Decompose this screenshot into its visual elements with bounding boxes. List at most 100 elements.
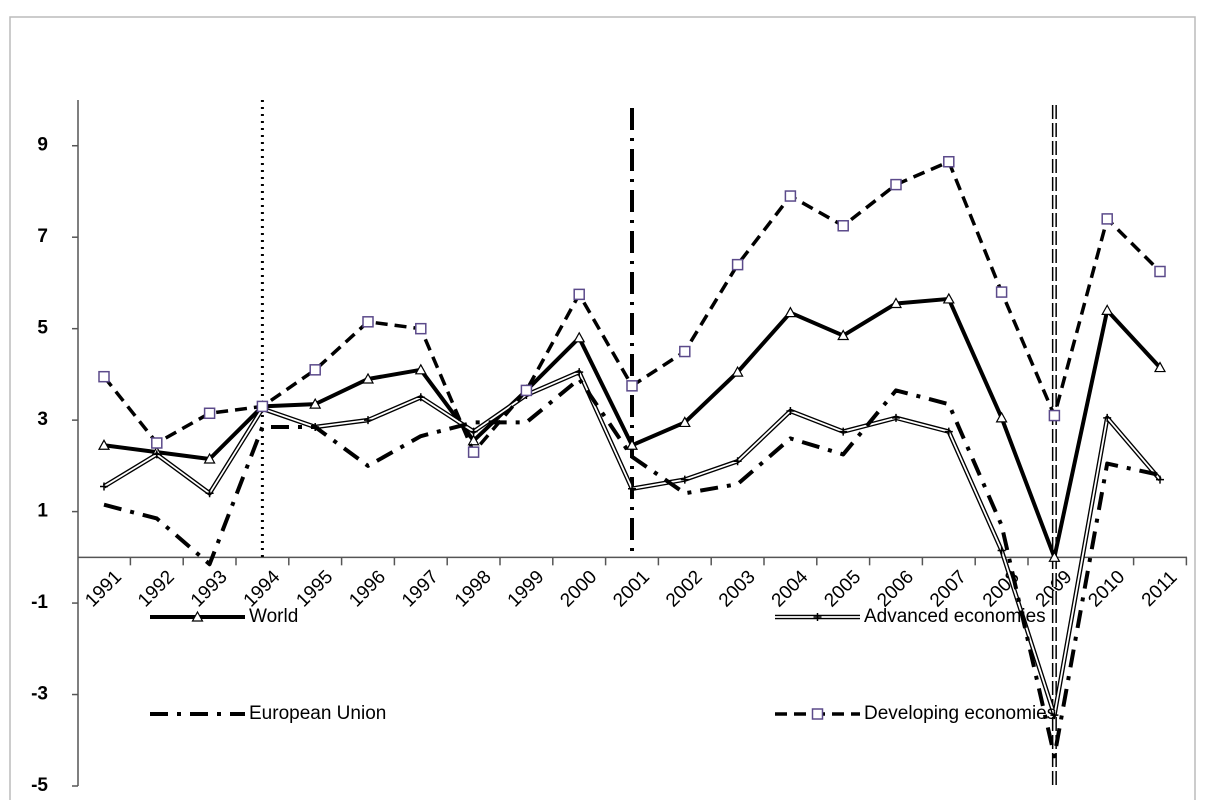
point [256, 400, 269, 413]
series [98, 155, 1166, 458]
legend-entry: European Union [150, 703, 386, 724]
point [151, 437, 163, 449]
y-tick-label: 7 [37, 226, 48, 247]
point [573, 288, 585, 301]
x-tick-label: 2006 [873, 567, 918, 612]
y-tick-label: -5 [31, 775, 48, 796]
point [784, 306, 797, 318]
point [995, 286, 1008, 298]
point [837, 220, 849, 232]
point [942, 292, 955, 304]
point [1156, 475, 1164, 484]
x-tick-label: 1995 [292, 567, 337, 612]
x-tick-label: 2007 [926, 567, 971, 612]
point [97, 439, 111, 450]
point [100, 482, 108, 491]
x-tick-label: 1999 [504, 567, 549, 612]
x-tick-label: 2002 [662, 567, 707, 612]
point [203, 407, 216, 420]
x-tick-label: 1992 [134, 567, 179, 612]
y-tick-label: 9 [37, 135, 48, 156]
point [1154, 265, 1166, 278]
point [152, 450, 161, 459]
chart-border [9, 16, 1196, 800]
y-tick-label: 3 [37, 409, 48, 430]
series-line [103, 376, 1161, 759]
point [520, 384, 533, 397]
point [837, 329, 850, 341]
point [1153, 361, 1167, 373]
point [573, 331, 586, 343]
point [731, 258, 744, 271]
point [889, 297, 903, 309]
legend-entry: Advanced economies [775, 606, 1046, 627]
x-tick-label: 2005 [820, 567, 865, 612]
x-tick-label: 1993 [187, 567, 232, 612]
series [100, 368, 1164, 720]
point [98, 370, 110, 383]
point [362, 316, 374, 328]
legend-label: Advanced economies [864, 606, 1046, 627]
point [467, 446, 480, 458]
point [784, 190, 797, 202]
point [943, 155, 955, 168]
point [1048, 551, 1061, 562]
point [890, 178, 902, 191]
point [944, 427, 953, 436]
point [1103, 413, 1112, 422]
point [469, 427, 478, 436]
y-tick-label: 1 [37, 501, 48, 522]
point [1101, 213, 1113, 225]
point [364, 416, 372, 425]
point [191, 610, 204, 622]
x-tick-label: 2010 [1084, 567, 1129, 612]
y-tick-label: -3 [31, 684, 48, 705]
x-tick-label: 2001 [609, 567, 654, 612]
legend-label: European Union [249, 703, 386, 724]
point [678, 416, 691, 428]
point [361, 372, 375, 384]
x-tick-label: 1998 [451, 567, 496, 612]
point [733, 457, 742, 466]
point [625, 439, 639, 450]
point [205, 489, 214, 498]
legend-label: Developing economies [864, 703, 1056, 724]
point [680, 475, 689, 484]
point [416, 393, 425, 402]
legend-entry: World [150, 606, 298, 627]
point [1101, 304, 1114, 315]
legend-label: World [249, 606, 298, 627]
x-tick-label: 2011 [1138, 567, 1182, 611]
x-tick-label: 1991 [81, 567, 126, 612]
point [467, 434, 480, 446]
point [628, 484, 636, 493]
y-tick-label: 5 [37, 318, 48, 339]
point [1050, 711, 1059, 720]
legend-entry: Developing economies [775, 703, 1056, 724]
x-tick-label: 1997 [398, 567, 443, 612]
x-tick-label: 1996 [345, 567, 390, 612]
point [679, 345, 691, 358]
point [995, 411, 1008, 423]
series [103, 376, 1161, 759]
point [575, 368, 584, 377]
x-tick-label: 2003 [715, 567, 760, 612]
point [811, 708, 824, 720]
point [414, 363, 427, 375]
point [731, 365, 744, 377]
point [786, 406, 795, 415]
point [415, 322, 427, 335]
x-tick-label: 2000 [556, 567, 601, 612]
point [1048, 409, 1061, 422]
x-tick-label: 2004 [768, 566, 813, 611]
point [997, 546, 1006, 555]
x-tick-label: 1994 [240, 566, 285, 611]
point [626, 380, 638, 392]
point [309, 397, 322, 409]
point [892, 413, 900, 422]
point [839, 427, 848, 436]
point [309, 364, 321, 376]
y-tick-label: -1 [31, 592, 48, 613]
point [203, 452, 216, 464]
